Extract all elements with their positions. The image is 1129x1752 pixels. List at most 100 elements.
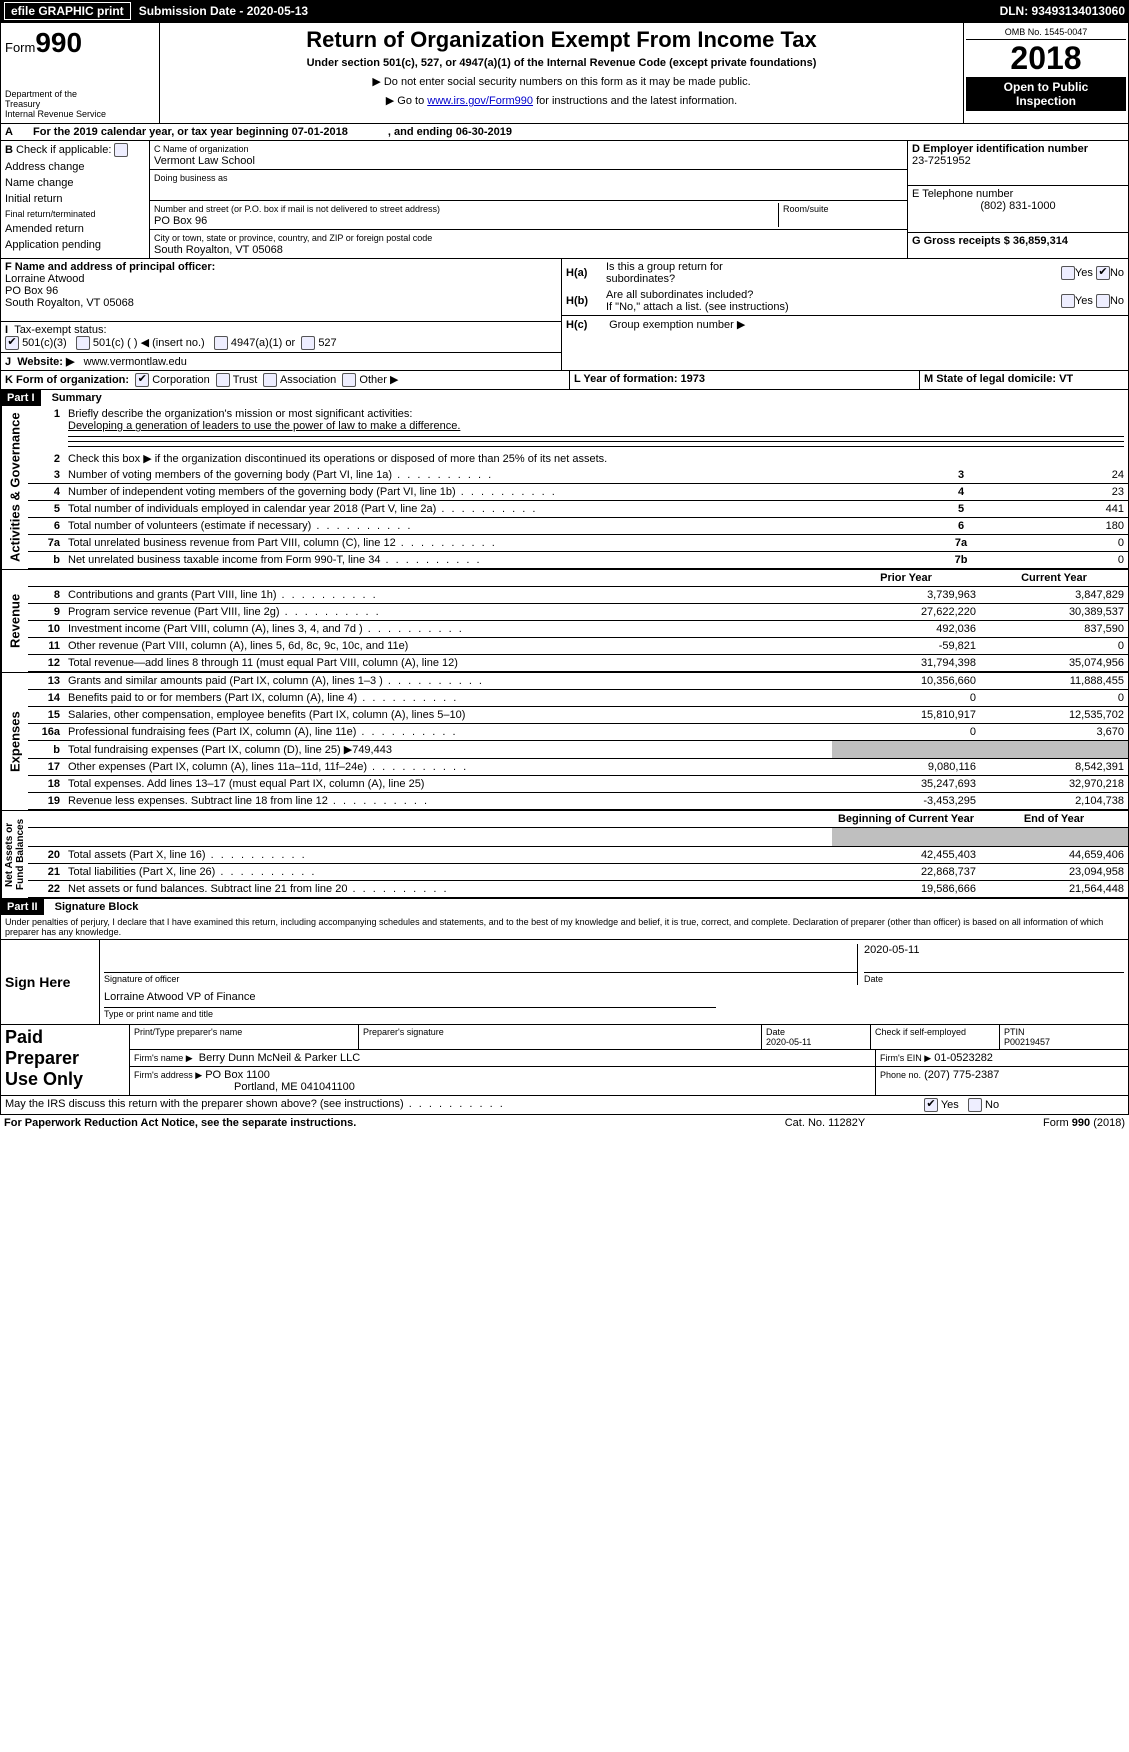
firm-ein: 01-0523282 xyxy=(934,1052,993,1064)
officer-name-title: Lorraine Atwood VP of Finance xyxy=(104,991,255,1003)
officer-name: Lorraine Atwood xyxy=(5,273,85,285)
paid-preparer-label: Paid Preparer Use Only xyxy=(1,1025,130,1095)
period-row: A For the 2019 calendar year, or tax yea… xyxy=(0,124,1129,141)
street-address: PO Box 96 xyxy=(154,215,207,227)
sig-date: 2020-05-11 xyxy=(857,944,1124,956)
website-row: J Website: ▶ www.vermontlaw.edu xyxy=(1,353,561,370)
checkbox-discuss-no[interactable] xyxy=(968,1098,982,1112)
open-public: Open to PublicInspection xyxy=(966,77,1126,111)
form-header: Form990 Department of the Treasury Inter… xyxy=(0,22,1129,124)
dln: DLN: 93493134013060 xyxy=(1000,4,1125,18)
checkbox-501c3[interactable]: ✔ xyxy=(5,336,19,350)
expenses-section: Expenses 13Grants and similar amounts pa… xyxy=(0,673,1129,811)
part1-title: Summary xyxy=(52,392,102,404)
note-ssn: ▶ Do not enter social security numbers o… xyxy=(164,75,959,88)
label-b: B xyxy=(5,144,13,156)
b-amended: Amended return xyxy=(5,223,145,235)
part2-header: Part II xyxy=(1,899,44,915)
firm-addr2: Portland, ME 041041100 xyxy=(234,1081,355,1093)
checkbox-corp[interactable]: ✔ xyxy=(135,373,149,387)
paid-preparer-section: Paid Preparer Use Only Print/Type prepar… xyxy=(0,1025,1129,1096)
perjury-text: Under penalties of perjury, I declare th… xyxy=(1,915,1128,939)
checkbox-assoc[interactable] xyxy=(263,373,277,387)
efile-label: efile GRAPHIC print xyxy=(4,2,131,20)
note-link: ▶ Go to www.irs.gov/Form990 for instruct… xyxy=(164,94,959,107)
revenue-section: Revenue Prior YearCurrent Year 8Contribu… xyxy=(0,570,1129,673)
city-label: City or town, state or province, country… xyxy=(154,233,432,243)
b-final: Final return/terminated xyxy=(5,209,145,219)
officer-addr2: South Royalton, VT 05068 xyxy=(5,297,134,309)
vlabel-governance: Activities & Governance xyxy=(1,406,28,569)
c-label: C Name of organization xyxy=(154,144,249,154)
checkbox-applicable[interactable] xyxy=(114,143,128,157)
checkbox-hb-yes[interactable] xyxy=(1061,294,1075,308)
line8-prior: 3,739,963 xyxy=(832,587,980,604)
part1-header: Part I xyxy=(1,390,41,406)
b-address-change: Address change xyxy=(5,161,145,173)
firm-phone: (207) 775-2387 xyxy=(924,1069,999,1081)
line7b-val: 0 xyxy=(980,552,1128,569)
dba-label: Doing business as xyxy=(154,173,228,183)
b-initial: Initial return xyxy=(5,193,145,205)
firm-name: Berry Dunn McNeil & Parker LLC xyxy=(199,1052,360,1064)
addr-label: Number and street (or P.O. box if mail i… xyxy=(154,204,440,214)
line4-val: 23 xyxy=(980,484,1128,501)
vlabel-revenue: Revenue xyxy=(1,570,28,672)
phone: (802) 831-1000 xyxy=(912,200,1124,212)
irs-link[interactable]: www.irs.gov/Form990 xyxy=(427,95,533,107)
section-f-h: F Name and address of principal officer:… xyxy=(0,259,1129,371)
part2-title: Signature Block xyxy=(55,901,139,913)
sign-here-section: Sign Here 2020-05-11 Signature of office… xyxy=(0,940,1129,1025)
mission-text: Developing a generation of leaders to us… xyxy=(68,420,460,432)
omb: OMB No. 1545-0047 xyxy=(966,25,1126,40)
d-label: D Employer identification number xyxy=(912,143,1088,155)
b-pending: Application pending xyxy=(5,239,145,251)
ptin: P00219457 xyxy=(1004,1037,1050,1047)
tax-year: 2018 xyxy=(966,40,1126,77)
website-url: www.vermontlaw.edu xyxy=(84,356,187,368)
net-assets-section: Net Assets or Fund Balances Beginning of… xyxy=(0,811,1129,899)
org-name: Vermont Law School xyxy=(154,155,255,167)
subtitle: Under section 501(c), 527, or 4947(a)(1)… xyxy=(164,57,959,69)
state-domicile: M State of legal domicile: VT xyxy=(924,373,1073,385)
officer-addr1: PO Box 96 xyxy=(5,285,58,297)
footer-form: Form 990 (2018) xyxy=(925,1117,1125,1129)
checkbox-527[interactable] xyxy=(301,336,315,350)
ein: 23-7251952 xyxy=(912,155,971,167)
checkbox-trust[interactable] xyxy=(216,373,230,387)
line3-val: 24 xyxy=(980,467,1128,484)
checkbox-other[interactable] xyxy=(342,373,356,387)
vlabel-expenses: Expenses xyxy=(1,673,28,810)
year-formation: L Year of formation: 1973 xyxy=(574,373,705,385)
dept: Department of the Treasury Internal Reve… xyxy=(5,89,155,119)
checkbox-ha-yes[interactable] xyxy=(1061,266,1075,280)
room-label: Room/suite xyxy=(783,204,829,214)
line8-curr: 3,847,829 xyxy=(980,587,1128,604)
checkbox-4947[interactable] xyxy=(214,336,228,350)
e-label: E Telephone number xyxy=(912,188,1013,200)
checkbox-501c[interactable] xyxy=(76,336,90,350)
firm-addr1: PO Box 1100 xyxy=(205,1069,270,1081)
checkbox-hb-no[interactable] xyxy=(1096,294,1110,308)
form-title: Return of Organization Exempt From Incom… xyxy=(164,27,959,53)
label-a: A xyxy=(1,124,29,140)
line5-val: 441 xyxy=(980,501,1128,518)
form-label: Form990 xyxy=(5,27,155,59)
checkbox-ha-no[interactable]: ✔ xyxy=(1096,266,1110,280)
line7a-val: 0 xyxy=(980,535,1128,552)
city-state-zip: South Royalton, VT 05068 xyxy=(154,244,283,256)
footer-left: For Paperwork Reduction Act Notice, see … xyxy=(4,1117,725,1129)
f-label: F Name and address of principal officer: xyxy=(5,261,215,273)
line6-val: 180 xyxy=(980,518,1128,535)
tax-exempt-row: I Tax-exempt status: ✔ 501(c)(3) 501(c) … xyxy=(1,322,561,353)
section-k-l-m: K Form of organization: ✔ Corporation Tr… xyxy=(0,371,1129,390)
footer-cat: Cat. No. 11282Y xyxy=(725,1117,925,1129)
submission-date: Submission Date - 2020-05-13 xyxy=(139,4,308,18)
sign-here-label: Sign Here xyxy=(1,940,100,1024)
vlabel-net: Net Assets or Fund Balances xyxy=(1,811,28,898)
b-name-change: Name change xyxy=(5,177,145,189)
governance-section: Activities & Governance 1 Briefly descri… xyxy=(0,406,1129,570)
top-bar: efile GRAPHIC print Submission Date - 20… xyxy=(0,0,1129,22)
section-b-to-g: B Check if applicable: Address change Na… xyxy=(0,141,1129,259)
checkbox-discuss-yes[interactable]: ✔ xyxy=(924,1098,938,1112)
